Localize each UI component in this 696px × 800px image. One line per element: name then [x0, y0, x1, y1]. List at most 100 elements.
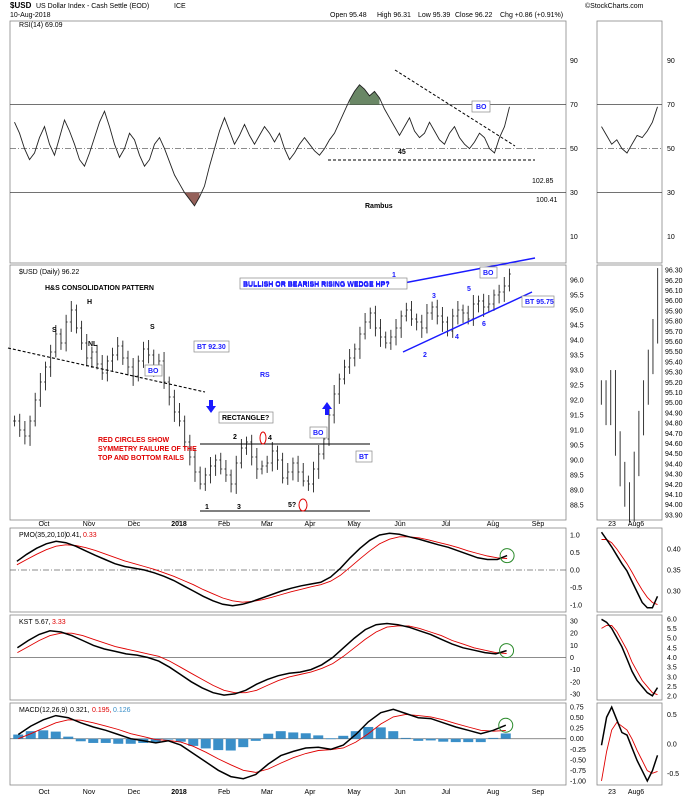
- bt-label-1: BT 92.30: [197, 344, 226, 351]
- price-tick-95.5: 95.5: [570, 293, 584, 300]
- rsi-downtrend-line: [394, 69, 516, 147]
- price-inset-tick-96.00: 96.00: [665, 298, 683, 305]
- rsi-bo-label: BO: [476, 104, 487, 111]
- price-tick-92.0: 92.0: [570, 398, 584, 405]
- pmo-inset-tick-0.40: 0.40: [667, 547, 681, 554]
- price-inset-tick-94.40: 94.40: [665, 461, 683, 468]
- arrow-down-icon: [206, 400, 216, 413]
- rs-label: RS: [260, 372, 270, 379]
- panel-frame: [9, 702, 567, 786]
- macd-tick-0.25: 0.25: [570, 726, 584, 733]
- macd-histogram-bar: [125, 738, 136, 744]
- macd-histogram-bar: [450, 738, 461, 743]
- low-value: Low 95.39: [418, 12, 450, 19]
- kst-tick-10: 10: [570, 643, 578, 650]
- kst-inset-tick-3.5: 3.5: [667, 665, 677, 672]
- macd-histogram: [13, 726, 511, 751]
- price-bars: [13, 268, 511, 494]
- bt-label-2-box: [355, 450, 373, 463]
- rsi-line: [14, 84, 510, 207]
- panel-frame: [9, 264, 567, 521]
- panel-frame: [9, 20, 567, 264]
- rsi-tick-70: 70: [570, 102, 578, 109]
- x-tick-bottom-Apr: Apr: [305, 789, 317, 796]
- rsi-tick-30: 30: [570, 190, 578, 197]
- kst-tick--10: -10: [570, 667, 580, 674]
- hs-pattern-title: H&S CONSOLIDATION PATTERN: [45, 285, 154, 292]
- macd-histogram-bar: [388, 731, 399, 739]
- inset-frame: [596, 614, 663, 701]
- rectangle-label-box: [218, 411, 274, 424]
- macd-histogram-bar: [50, 731, 61, 739]
- macd-histogram-bar: [363, 726, 374, 739]
- kst-panel: 30 20 10 0 -10 -20 -30 6.0 5.5 5.0 4.5 4.0 3.5 3.0 2.5…: [9, 614, 677, 701]
- macd-highlight-circle: [498, 717, 514, 733]
- price-tick-93.5: 93.5: [570, 353, 584, 360]
- x-tick-2018: 2018: [171, 521, 187, 528]
- macd-histogram-bar: [25, 731, 36, 739]
- x-tick-Mar: Mar: [261, 521, 274, 528]
- macd-histogram-bar: [188, 738, 199, 746]
- macd-value-c: 0.126: [113, 707, 131, 714]
- macd-histogram-bar: [475, 738, 486, 743]
- red-note-line-2: SYMMETRY FAILURE OF THE: [98, 446, 197, 453]
- bo-label-1: BO: [148, 368, 159, 375]
- x-tick-bottom-Jul: Jul: [442, 789, 451, 796]
- wedge-point-4: 4: [455, 334, 459, 341]
- bo-label-2: BO: [313, 430, 324, 437]
- rsi-label-rambus: Rambus: [365, 203, 393, 210]
- macd-histogram-bar: [300, 733, 311, 739]
- price-inset-tick-95.30: 95.30: [665, 370, 683, 377]
- price-tick-95.0: 95.0: [570, 308, 584, 315]
- x-tick-May: May: [347, 521, 361, 528]
- macd-histogram-bar: [425, 738, 436, 741]
- price-tick-90.0: 90.0: [570, 458, 584, 465]
- macd-histogram-bar: [100, 738, 111, 743]
- price-inset-tick-94.30: 94.30: [665, 472, 683, 479]
- red-note-line-1: RED CIRCLES SHOW: [98, 437, 170, 444]
- chart-symbol: $USD: [10, 1, 32, 10]
- rsi-inset-tick-10: 10: [667, 234, 675, 241]
- rect-point-2: 2: [233, 434, 237, 441]
- macd-tick--1.00: -1.00: [570, 778, 586, 785]
- price-tick-90.5: 90.5: [570, 443, 584, 450]
- rsi-label-100: 100.41: [536, 197, 558, 204]
- inset-frame: [596, 264, 663, 521]
- kst-value-b: 3.33: [52, 619, 66, 626]
- red-circle-bottom: [298, 498, 308, 512]
- kst-inset-signal-line: [601, 624, 658, 696]
- price-inset-tick-94.80: 94.80: [665, 421, 683, 428]
- rsi-tick-50: 50: [570, 146, 578, 153]
- price-inset-bars: [600, 268, 659, 523]
- wedge-point-6: 6: [482, 321, 486, 328]
- hs-left-shoulder-label: S: [52, 327, 57, 334]
- macd-histogram-bar: [213, 738, 224, 751]
- pmo-inset-main-line: [600, 531, 659, 609]
- pmo-title-prefix: PMO(35,20,10): [19, 532, 67, 539]
- macd-signal-line: [18, 713, 506, 773]
- kst-title-prefix: KST: [19, 619, 33, 626]
- pmo-tick--0.5: -0.5: [570, 585, 582, 592]
- price-inset-tick-95.00: 95.00: [665, 400, 683, 407]
- kst-tick-30: 30: [570, 619, 578, 626]
- price-inset-tick-96.20: 96.20: [665, 278, 683, 285]
- rsi-inset-tick-70: 70: [667, 102, 675, 109]
- price-inset-tick-94.50: 94.50: [665, 451, 683, 458]
- pmo-value-a: 0.41,: [66, 532, 82, 539]
- x-tick-Jun: Jun: [394, 521, 405, 528]
- watermark: ©StockCharts.com: [585, 2, 644, 10]
- price-title: $USD (Daily) 96.22: [19, 269, 79, 276]
- macd-tick--0.25: -0.25: [570, 747, 586, 754]
- macd-inset-signal-line: [601, 721, 658, 781]
- rsi-panel: 90 70 50 30 10 90 70 50 30 10 BO: [9, 20, 675, 264]
- price-tick-89.0: 89.0: [570, 488, 584, 495]
- kst-tick-0: 0: [570, 655, 574, 662]
- x-inset-tick-Aug6: Aug6: [628, 521, 644, 528]
- arrow-up-icon: [322, 402, 332, 415]
- macd-histogram-bar: [200, 738, 211, 749]
- x-tick-Aug: Aug: [487, 521, 500, 528]
- kst-inset-tick-4.0: 4.0: [667, 655, 677, 662]
- bt-label-3: BT 95.75: [525, 299, 554, 306]
- price-inset-tick-96.30: 96.30: [665, 268, 683, 275]
